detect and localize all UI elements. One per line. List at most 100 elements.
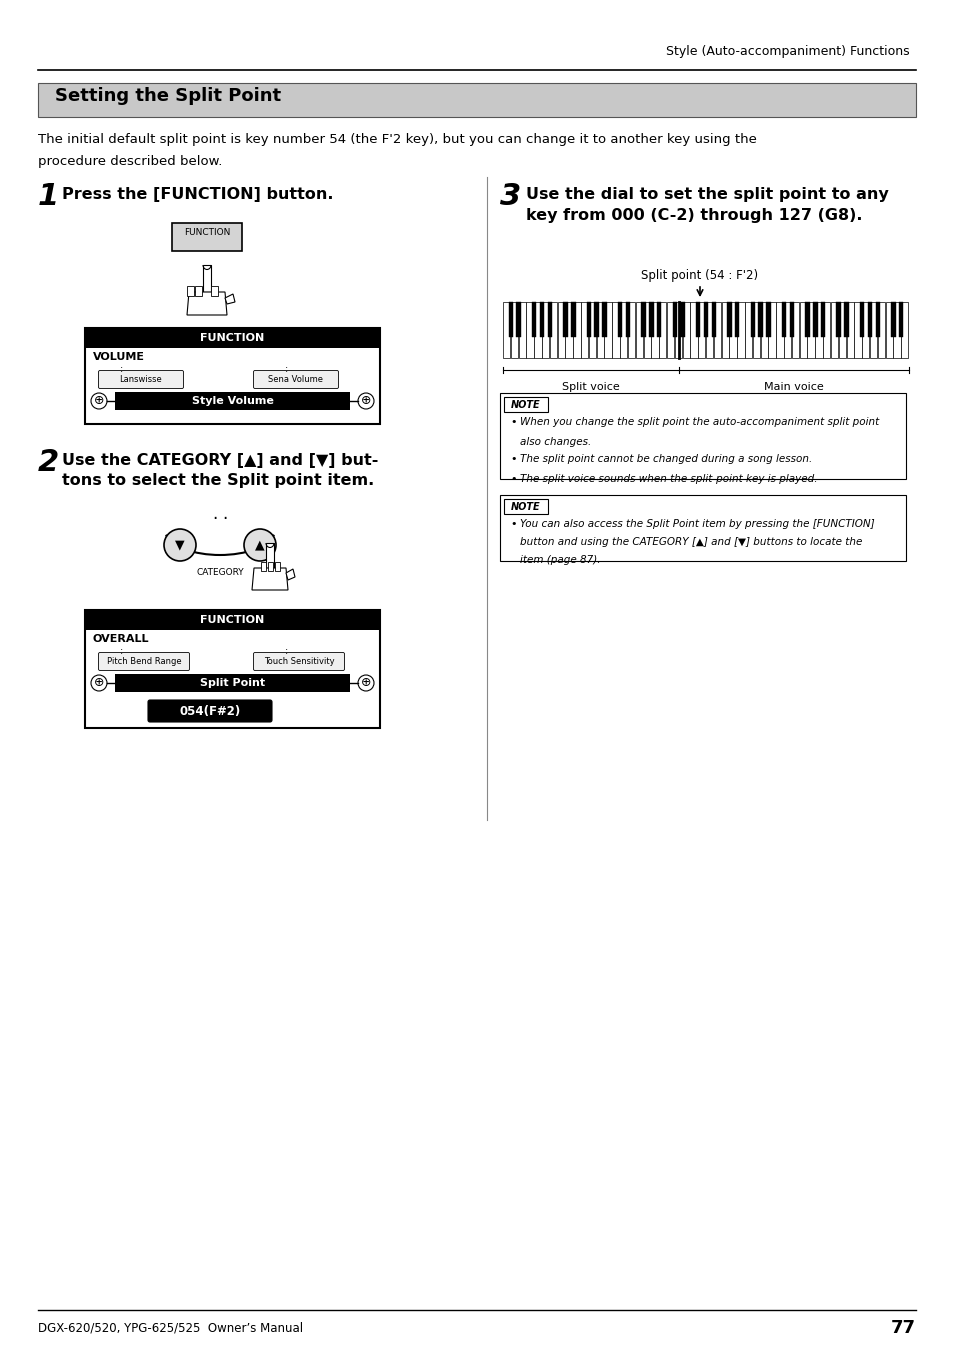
Bar [640, 303, 645, 336]
Bar [503, 499, 547, 513]
Bar [674, 303, 681, 358]
Bar [547, 303, 552, 336]
Bar [516, 303, 520, 336]
FancyBboxPatch shape [253, 370, 338, 389]
Bar [618, 303, 621, 336]
Bar [791, 303, 799, 358]
Bar [812, 303, 817, 336]
Text: 1: 1 [38, 182, 59, 211]
Text: •: • [510, 519, 516, 530]
Text: 77: 77 [890, 1319, 915, 1337]
Text: tons to select the Split point item.: tons to select the Split point item. [62, 473, 374, 488]
Bar [503, 397, 547, 412]
Bar [898, 303, 902, 336]
Bar [804, 303, 809, 336]
Text: The split point cannot be changed during a song lesson.: The split point cannot be changed during… [519, 454, 811, 463]
Circle shape [357, 676, 374, 690]
Polygon shape [225, 295, 234, 304]
FancyBboxPatch shape [98, 370, 183, 389]
Bar [115, 674, 350, 692]
Bar [806, 303, 814, 358]
Text: 2: 2 [38, 449, 59, 477]
Bar [720, 303, 728, 358]
Text: •: • [510, 474, 516, 484]
Text: Use the dial to set the split point to any: Use the dial to set the split point to a… [525, 186, 888, 203]
Text: ⊕: ⊕ [360, 677, 371, 689]
Text: button and using the CATEGORY [▲] and [▼] buttons to locate the: button and using the CATEGORY [▲] and [▼… [519, 536, 862, 547]
Bar [619, 303, 627, 358]
Bar [877, 303, 884, 358]
Bar [705, 303, 713, 358]
Text: Setting the Split Point: Setting the Split Point [55, 86, 281, 105]
Bar [781, 303, 785, 336]
Bar [862, 303, 868, 358]
Bar [657, 303, 660, 336]
Bar [815, 303, 821, 358]
Text: Main voice: Main voice [763, 382, 822, 392]
Text: When you change the split point the auto-accompaniment split point: When you change the split point the auto… [519, 417, 879, 427]
Text: item (page 87).: item (page 87). [519, 555, 599, 565]
FancyBboxPatch shape [253, 653, 344, 670]
Bar [789, 303, 793, 336]
Bar [869, 303, 877, 358]
Bar [261, 562, 266, 571]
Text: Sena Volume: Sena Volume [268, 376, 323, 384]
Text: ⊕: ⊕ [93, 394, 104, 408]
Bar [758, 303, 762, 336]
Bar [760, 303, 767, 358]
Bar [510, 303, 517, 358]
Bar [580, 303, 588, 358]
Bar [601, 303, 606, 336]
Bar [274, 562, 280, 571]
Bar [854, 303, 861, 358]
Bar [85, 611, 379, 728]
Bar [541, 303, 549, 358]
Polygon shape [203, 265, 211, 292]
Text: Pitch Bend Range: Pitch Bend Range [107, 657, 181, 666]
Bar [586, 303, 591, 336]
Text: CATEGORY: CATEGORY [196, 567, 244, 577]
Bar [651, 303, 658, 358]
Text: Split point (54 : F'2): Split point (54 : F'2) [640, 269, 758, 282]
Bar [604, 303, 611, 358]
Bar [690, 303, 697, 358]
Bar [737, 303, 743, 358]
Text: key from 000 (C-2) through 127 (G8).: key from 000 (C-2) through 127 (G8). [525, 208, 862, 223]
Text: ⊕: ⊕ [360, 394, 371, 408]
Text: procedure described below.: procedure described below. [38, 155, 222, 168]
Bar [892, 303, 900, 358]
Text: Press the [FUNCTION] button.: Press the [FUNCTION] button. [62, 186, 334, 203]
Bar [85, 611, 379, 630]
Bar [518, 303, 525, 358]
Text: FUNCTION: FUNCTION [200, 615, 264, 626]
Bar [703, 303, 707, 336]
Bar [830, 303, 838, 358]
Bar [711, 303, 716, 336]
Bar [729, 303, 736, 358]
Bar [499, 494, 905, 561]
Bar [768, 303, 775, 358]
Bar [172, 223, 242, 251]
Text: :: : [285, 646, 288, 657]
Text: ▲: ▲ [254, 539, 265, 551]
Bar [845, 303, 853, 358]
FancyBboxPatch shape [148, 700, 272, 721]
Text: Touch Sensitivity: Touch Sensitivity [263, 657, 334, 666]
Bar [625, 303, 630, 336]
Bar [499, 393, 905, 480]
Text: DGX-620/520, YPG-625/525  Owner’s Manual: DGX-620/520, YPG-625/525 Owner’s Manual [38, 1321, 303, 1335]
Text: Style (Auto-accompaniment) Functions: Style (Auto-accompaniment) Functions [666, 45, 909, 58]
Bar [867, 303, 871, 336]
Bar [549, 303, 557, 358]
Text: OVERALL: OVERALL [92, 634, 150, 644]
Bar [681, 303, 689, 358]
Bar [726, 303, 731, 336]
Text: •: • [510, 454, 516, 463]
Circle shape [91, 676, 107, 690]
Bar [822, 303, 829, 358]
Bar [843, 303, 848, 336]
Text: VOLUME: VOLUME [92, 353, 145, 362]
Text: .: . [213, 505, 217, 523]
Bar [612, 303, 618, 358]
Circle shape [357, 393, 374, 409]
